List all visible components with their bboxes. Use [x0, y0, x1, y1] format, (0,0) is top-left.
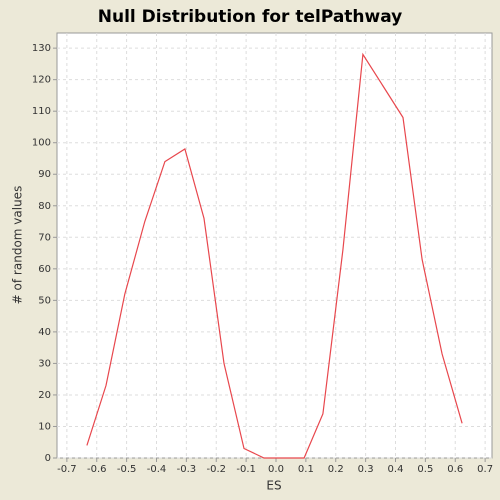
- y-tick-label: 40: [38, 327, 51, 338]
- x-tick-label: -0.1: [236, 464, 256, 475]
- y-tick-label: 0: [45, 453, 51, 464]
- y-tick-label: 20: [38, 390, 51, 401]
- plot-area: [56, 32, 493, 459]
- data-line: [86, 52, 463, 459]
- y-tick-label: 60: [38, 264, 51, 275]
- x-tick-label: 0.3: [358, 464, 374, 475]
- y-tick-label: 90: [38, 169, 51, 180]
- x-tick-label: -0.7: [57, 464, 77, 475]
- y-tick-label: 120: [32, 75, 51, 86]
- y-tick-label: 50: [38, 295, 51, 306]
- x-tick-label: 0.1: [298, 464, 314, 475]
- x-axis-label: ES: [266, 479, 281, 493]
- y-tick-label: 100: [32, 138, 51, 149]
- x-tick-label: 0.6: [447, 464, 463, 475]
- x-tick-label: -0.3: [177, 464, 197, 475]
- x-tick-label: -0.5: [117, 464, 137, 475]
- x-tick-label: 0.0: [268, 464, 284, 475]
- y-tick-label: 70: [38, 232, 51, 243]
- x-tick-label: 0.4: [388, 464, 404, 475]
- x-tick-label: 0.7: [477, 464, 493, 475]
- y-tick-label: 110: [32, 106, 51, 117]
- y-axis-label: # of random values: [11, 186, 25, 305]
- x-tick-label: -0.4: [147, 464, 167, 475]
- x-tick-label: 0.5: [417, 464, 433, 475]
- y-tick-label: 80: [38, 201, 51, 212]
- chart-title: Null Distribution for telPathway: [98, 7, 403, 27]
- x-tick-label: -0.2: [206, 464, 226, 475]
- y-tick-label: 30: [38, 358, 51, 369]
- x-tick-label: -0.6: [87, 464, 107, 475]
- y-tick-label: 130: [32, 43, 51, 54]
- y-tick-label: 10: [38, 421, 51, 432]
- x-tick-label: 0.2: [328, 464, 344, 475]
